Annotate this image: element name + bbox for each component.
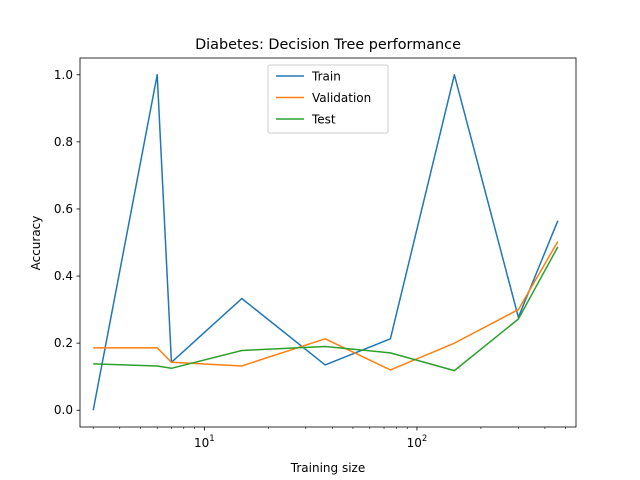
y-tick-label: 1.0 (54, 68, 73, 82)
legend-label-test: Test (311, 113, 336, 127)
x-tick-label: 101 (194, 434, 215, 450)
y-tick-label: 0.6 (54, 202, 73, 216)
legend-label-validation: Validation (312, 91, 371, 105)
y-axis-label: Accuracy (29, 216, 43, 271)
chart-title: Diabetes: Decision Tree performance (195, 37, 461, 53)
legend-box (267, 64, 389, 134)
x-tick-label: 102 (407, 434, 428, 450)
x-axis-label: Training size (290, 461, 365, 475)
legend-label-train: Train (311, 70, 341, 84)
axes-frame (79, 57, 577, 428)
y-tick-label: 0.0 (54, 403, 73, 417)
y-tick-label: 0.8 (54, 135, 73, 149)
series-line-test (93, 246, 559, 372)
series-line-validation (93, 241, 559, 371)
series-line-train (92, 74, 559, 411)
y-tick-label: 0.2 (54, 336, 73, 350)
y-tick-label: 0.4 (54, 269, 73, 283)
legend: Train Validation Test (267, 64, 389, 134)
